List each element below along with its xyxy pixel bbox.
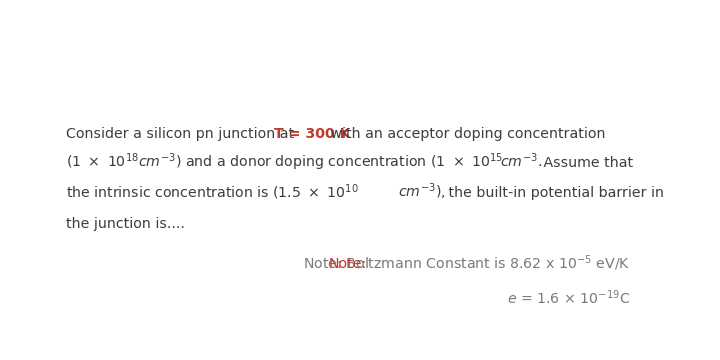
Text: $cm^{-3}.$: $cm^{-3}.$ [500,152,542,170]
Text: Assume that: Assume that [539,156,634,170]
Text: the built-in potential barrier in: the built-in potential barrier in [444,186,664,200]
Text: the junction is....: the junction is.... [66,216,185,230]
Text: Note: Boltzmann Constant is 8.62 x $10^{-5}$ eV/K: Note: Boltzmann Constant is 8.62 x $10^{… [302,253,630,273]
Text: Consider a silicon pn junction at: Consider a silicon pn junction at [66,126,299,140]
Text: the intrinsic concentration is $(1.5\ \times\ 10^{10}\ $: the intrinsic concentration is $(1.5\ \t… [66,182,359,202]
Text: $(1\ \times\ 10^{18}cm^{-3})$ and a donor doping concentration $(1\ \times\ 10^{: $(1\ \times\ 10^{18}cm^{-3})$ and a dono… [66,152,503,174]
Text: $cm^{-3}),$: $cm^{-3}),$ [398,182,446,202]
Text: Note:: Note: [329,257,367,271]
Text: $e$ = 1.6 $\times$ 10$^{-19}$C: $e$ = 1.6 $\times$ 10$^{-19}$C [507,289,630,307]
Text: T = 300 K: T = 300 K [274,126,351,140]
Text: with an acceptor doping concentration: with an acceptor doping concentration [326,126,606,140]
